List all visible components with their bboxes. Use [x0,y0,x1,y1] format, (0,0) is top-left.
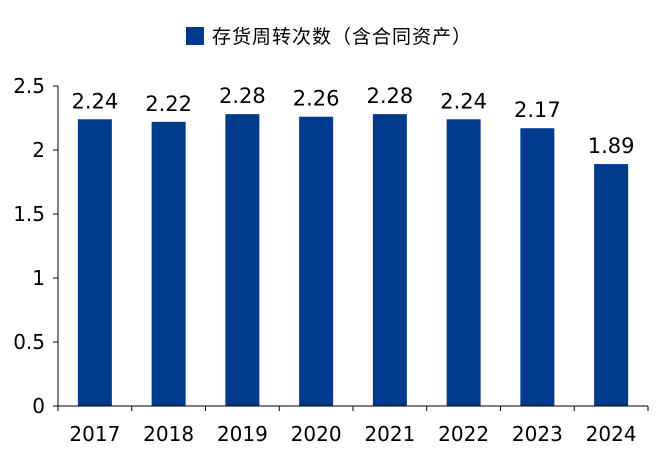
bar-value-label: 1.89 [588,134,635,158]
chart-legend: 存货周转次数（含合同资产） [186,26,472,48]
bar-value-label: 2.24 [440,89,487,113]
bar [520,128,555,407]
x-tick-label: 2018 [143,422,194,446]
x-tick-label: 2019 [217,422,268,446]
bar [77,119,112,406]
bar [299,116,334,406]
x-tick-label: 2024 [586,422,637,446]
bar [372,114,407,406]
y-tick-label: 1 [32,266,45,290]
x-tick-label: 2020 [291,422,342,446]
x-tick-label: 2021 [364,422,415,446]
bar [446,119,481,406]
x-axis: 2017 2018 2019 2020 2021 2022 2023 2024 [57,405,649,446]
legend-swatch [186,27,204,45]
data-labels: 2.24 2.22 2.28 2.26 2.28 2.24 2.17 1.89 [71,84,634,158]
y-tick-label: 0 [32,394,45,418]
bar [151,121,186,406]
bar [225,114,260,406]
bar-value-label: 2.28 [219,84,266,108]
x-tick-label: 2023 [512,422,563,446]
legend-label: 存货周转次数（含合同资产） [212,26,472,48]
y-tick-label: 1.5 [13,202,45,226]
bar-value-label: 2.22 [145,92,192,116]
bar-value-label: 2.24 [71,89,118,113]
y-tick-label: 2 [32,138,45,162]
bars [77,114,629,407]
x-tick-label: 2017 [69,422,120,446]
x-tick-label: 2022 [438,422,489,446]
bar-value-label: 2.28 [366,84,413,108]
y-tick-label: 0.5 [13,330,45,354]
bar-value-label: 2.26 [293,87,340,111]
y-tick-label: 2.5 [13,74,45,98]
bar-value-label: 2.17 [514,98,561,122]
bar [594,164,629,406]
y-axis: 0 0.5 1 1.5 2 2.5 [13,74,59,418]
